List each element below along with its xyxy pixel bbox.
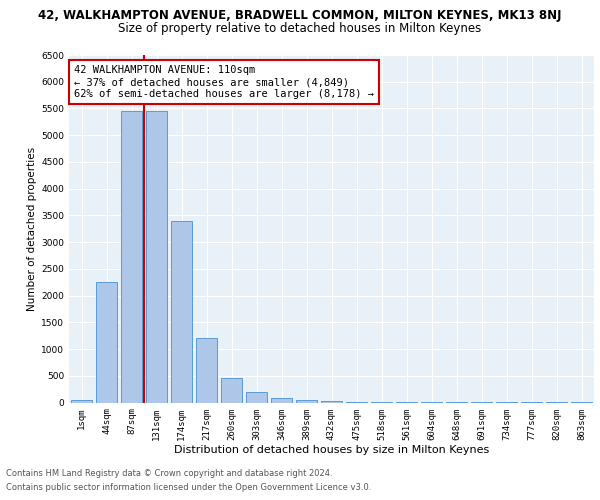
Bar [271, 398, 292, 402]
Bar [96, 282, 117, 403]
Bar [171, 220, 192, 402]
Text: Contains HM Land Registry data © Crown copyright and database right 2024.: Contains HM Land Registry data © Crown c… [6, 468, 332, 477]
Text: Size of property relative to detached houses in Milton Keynes: Size of property relative to detached ho… [118, 22, 482, 35]
Bar [146, 111, 167, 403]
X-axis label: Distribution of detached houses by size in Milton Keynes: Distribution of detached houses by size … [174, 445, 489, 455]
Bar [196, 338, 217, 402]
Y-axis label: Number of detached properties: Number of detached properties [27, 146, 37, 311]
Bar [121, 111, 142, 403]
Bar [296, 400, 317, 402]
Bar [71, 400, 92, 402]
Bar [221, 378, 242, 402]
Text: 42 WALKHAMPTON AVENUE: 110sqm
← 37% of detached houses are smaller (4,849)
62% o: 42 WALKHAMPTON AVENUE: 110sqm ← 37% of d… [74, 66, 374, 98]
Text: Contains public sector information licensed under the Open Government Licence v3: Contains public sector information licen… [6, 484, 371, 492]
Bar [246, 392, 267, 402]
Text: 42, WALKHAMPTON AVENUE, BRADWELL COMMON, MILTON KEYNES, MK13 8NJ: 42, WALKHAMPTON AVENUE, BRADWELL COMMON,… [38, 9, 562, 22]
